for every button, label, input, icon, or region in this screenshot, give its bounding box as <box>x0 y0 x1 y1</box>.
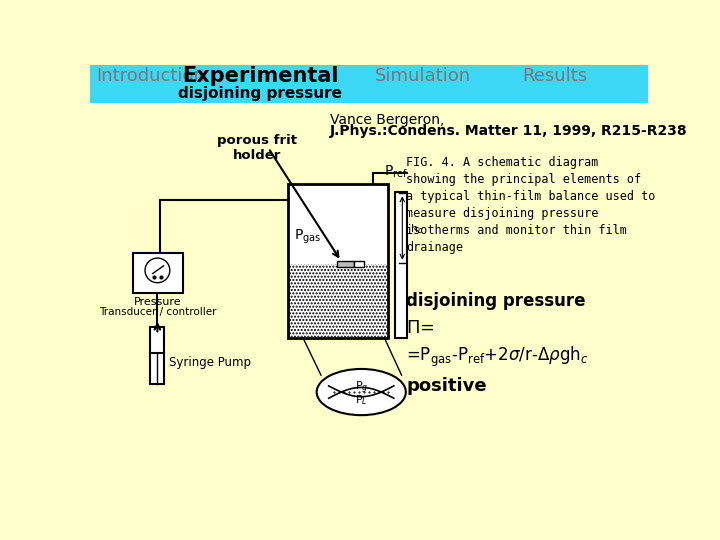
Bar <box>354 261 364 267</box>
Text: J.Phys.:Condens. Matter 11, 1999, R215-R238: J.Phys.:Condens. Matter 11, 1999, R215-R… <box>330 124 688 138</box>
Text: Transducer / controller: Transducer / controller <box>99 307 216 316</box>
Text: P$_{\rm gas}$: P$_{\rm gas}$ <box>294 228 321 246</box>
Circle shape <box>145 258 170 283</box>
Text: Vance Bergeron,: Vance Bergeron, <box>330 113 445 127</box>
Bar <box>150 327 164 384</box>
Bar <box>287 184 388 338</box>
Bar <box>289 264 387 336</box>
Text: P$_{\rm ref}$: P$_{\rm ref}$ <box>384 164 408 180</box>
Text: P$_L$: P$_L$ <box>355 393 368 407</box>
Text: disjoining pressure: disjoining pressure <box>406 292 585 310</box>
Text: h$_c$: h$_c$ <box>410 222 423 235</box>
Bar <box>395 192 407 338</box>
Text: Syringe Pump: Syringe Pump <box>169 356 251 369</box>
Text: Pressure: Pressure <box>134 298 181 307</box>
Text: positive: positive <box>406 377 487 395</box>
Text: $\Pi$=: $\Pi$= <box>406 319 435 337</box>
Bar <box>337 261 354 267</box>
Text: Experimental: Experimental <box>182 66 338 86</box>
Text: =P$_{\rm gas}$-P$_{\rm ref}$+2$\sigma$/r-$\Delta\rho$gh$_c$: =P$_{\rm gas}$-P$_{\rm ref}$+2$\sigma$/r… <box>406 345 589 368</box>
Text: Results: Results <box>523 68 588 85</box>
Text: P$_g$: P$_g$ <box>354 379 368 396</box>
Ellipse shape <box>317 369 406 415</box>
Bar <box>132 253 183 294</box>
Text: porous frit
holder: porous frit holder <box>217 134 297 162</box>
Text: disjoining pressure: disjoining pressure <box>179 86 343 101</box>
Text: Simulation: Simulation <box>375 68 472 85</box>
Text: Introduction: Introduction <box>96 68 205 85</box>
Bar <box>90 65 648 103</box>
Text: FIG. 4. A schematic diagram
showing the principal elements of
a typical thin-fil: FIG. 4. A schematic diagram showing the … <box>406 156 656 254</box>
